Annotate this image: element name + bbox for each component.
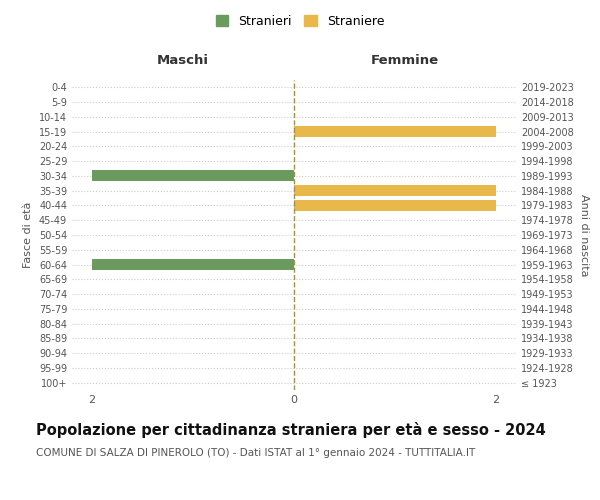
Bar — [294, 185, 496, 196]
Text: Femmine: Femmine — [371, 54, 439, 68]
Text: Maschi: Maschi — [157, 54, 209, 68]
Text: Popolazione per cittadinanza straniera per età e sesso - 2024: Popolazione per cittadinanza straniera p… — [36, 422, 546, 438]
Bar — [92, 259, 294, 270]
Y-axis label: Anni di nascita: Anni di nascita — [579, 194, 589, 276]
Bar — [294, 200, 496, 211]
Y-axis label: Fasce di età: Fasce di età — [23, 202, 33, 268]
Bar — [92, 170, 294, 181]
Text: COMUNE DI SALZA DI PINEROLO (TO) - Dati ISTAT al 1° gennaio 2024 - TUTTITALIA.IT: COMUNE DI SALZA DI PINEROLO (TO) - Dati … — [36, 448, 475, 458]
Bar — [294, 126, 496, 137]
Legend: Stranieri, Straniere: Stranieri, Straniere — [212, 11, 388, 32]
